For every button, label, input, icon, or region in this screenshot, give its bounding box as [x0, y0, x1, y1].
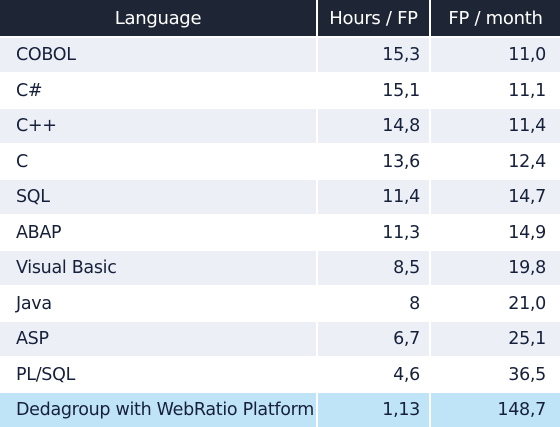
cell-fp-per-month: 25,1 [429, 322, 560, 356]
cell-language: C++ [16, 116, 57, 136]
cell-fp-per-month: 12,4 [429, 144, 560, 179]
table-row: Visual Basic 8,5 19,8 [0, 251, 560, 285]
header-hours-per-fp: Hours / FP [316, 0, 429, 36]
cell-language: C# [16, 80, 43, 101]
cell-hours-per-fp: 15,3 [316, 38, 429, 72]
table-row: C# 15,1 11,1 [0, 73, 560, 108]
table-row: Java 8 21,0 [0, 286, 560, 321]
table-row: PL/SQL 4,6 36,5 [0, 357, 560, 392]
table-row: ASP 6,7 25,1 [0, 322, 560, 356]
cell-hours-per-fp: 14,8 [316, 109, 429, 143]
cell-language: Dedagroup with WebRatio Platform [16, 400, 315, 420]
cell-language: COBOL [16, 45, 76, 65]
cell-fp-per-month: 14,7 [429, 180, 560, 214]
cell-language: ASP [16, 329, 49, 349]
cell-hours-per-fp: 8 [316, 286, 429, 321]
cell-language: PL/SQL [16, 364, 76, 385]
cell-language: C [16, 151, 28, 172]
cell-language: Visual Basic [16, 258, 117, 278]
cell-fp-per-month: 21,0 [429, 286, 560, 321]
table-row: C++ 14,8 11,4 [0, 109, 560, 143]
cell-hours-per-fp: 8,5 [316, 251, 429, 285]
cell-fp-per-month: 11,1 [429, 73, 560, 108]
cell-fp-per-month: 148,7 [429, 393, 560, 427]
cell-hours-per-fp: 11,3 [316, 215, 429, 250]
cell-fp-per-month: 11,0 [429, 38, 560, 72]
table-header: Language Hours / FP FP / month [0, 0, 560, 36]
cell-language: SQL [16, 187, 50, 207]
cell-fp-per-month: 11,4 [429, 109, 560, 143]
table-row: SQL 11,4 14,7 [0, 180, 560, 214]
cell-hours-per-fp: 15,1 [316, 73, 429, 108]
cell-hours-per-fp: 4,6 [316, 357, 429, 392]
cell-hours-per-fp: 13,6 [316, 144, 429, 179]
cell-language: ABAP [16, 222, 62, 243]
cell-fp-per-month: 19,8 [429, 251, 560, 285]
cell-hours-per-fp: 1,13 [316, 393, 429, 427]
cell-fp-per-month: 36,5 [429, 357, 560, 392]
table-body: COBOL 15,3 11,0 C# 15,1 11,1 C++ 14,8 11,4 C 13,6 1… [0, 38, 560, 427]
cell-language: Java [16, 293, 52, 314]
header-language: Language [114, 7, 202, 29]
table-row: ABAP 11,3 14,9 [0, 215, 560, 250]
table-row: C 13,6 12,4 [0, 144, 560, 179]
header-fp-per-month: FP / month [429, 0, 560, 36]
cell-hours-per-fp: 6,7 [316, 322, 429, 356]
table-row-highlighted: Dedagroup with WebRatio Platform 1,13 148,… [0, 393, 560, 427]
cell-fp-per-month: 14,9 [429, 215, 560, 250]
table-row: COBOL 15,3 11,0 [0, 38, 560, 72]
cell-hours-per-fp: 11,4 [316, 180, 429, 214]
